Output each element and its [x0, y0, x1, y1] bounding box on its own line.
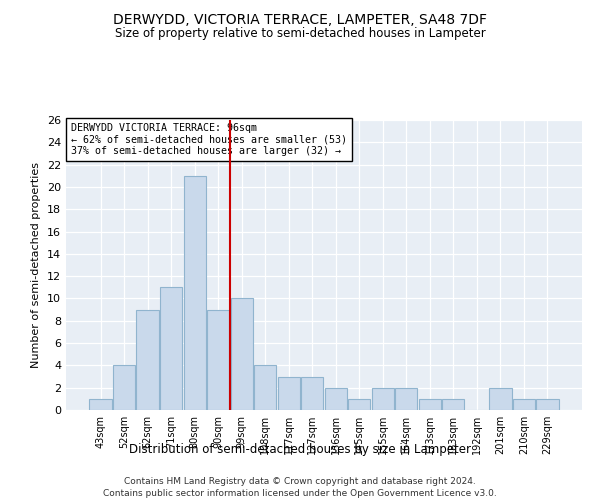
Bar: [254, 366, 277, 410]
Bar: [512, 399, 535, 410]
Bar: [301, 376, 323, 410]
Text: Size of property relative to semi-detached houses in Lampeter: Size of property relative to semi-detach…: [115, 28, 485, 40]
Bar: [325, 388, 347, 410]
Bar: [371, 388, 394, 410]
Bar: [89, 399, 112, 410]
Bar: [395, 388, 418, 410]
Text: DERWYDD, VICTORIA TERRACE, LAMPETER, SA48 7DF: DERWYDD, VICTORIA TERRACE, LAMPETER, SA4…: [113, 12, 487, 26]
Bar: [184, 176, 206, 410]
Text: Distribution of semi-detached houses by size in Lampeter: Distribution of semi-detached houses by …: [129, 442, 471, 456]
Bar: [489, 388, 512, 410]
Bar: [348, 399, 370, 410]
Bar: [136, 310, 159, 410]
Bar: [207, 310, 229, 410]
Bar: [278, 376, 300, 410]
Bar: [113, 366, 136, 410]
Text: Contains public sector information licensed under the Open Government Licence v3: Contains public sector information licen…: [103, 489, 497, 498]
Text: DERWYDD VICTORIA TERRACE: 96sqm
← 62% of semi-detached houses are smaller (53)
3: DERWYDD VICTORIA TERRACE: 96sqm ← 62% of…: [71, 123, 347, 156]
Y-axis label: Number of semi-detached properties: Number of semi-detached properties: [31, 162, 41, 368]
Bar: [536, 399, 559, 410]
Bar: [160, 288, 182, 410]
Text: Contains HM Land Registry data © Crown copyright and database right 2024.: Contains HM Land Registry data © Crown c…: [124, 478, 476, 486]
Bar: [230, 298, 253, 410]
Bar: [419, 399, 441, 410]
Bar: [442, 399, 464, 410]
